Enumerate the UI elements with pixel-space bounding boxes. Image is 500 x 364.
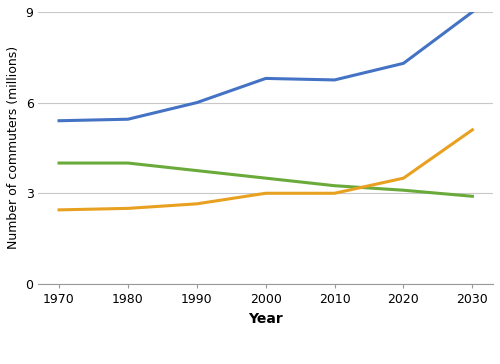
X-axis label: Year: Year — [248, 312, 283, 325]
Y-axis label: Number of commuters (millions): Number of commuters (millions) — [7, 46, 20, 249]
